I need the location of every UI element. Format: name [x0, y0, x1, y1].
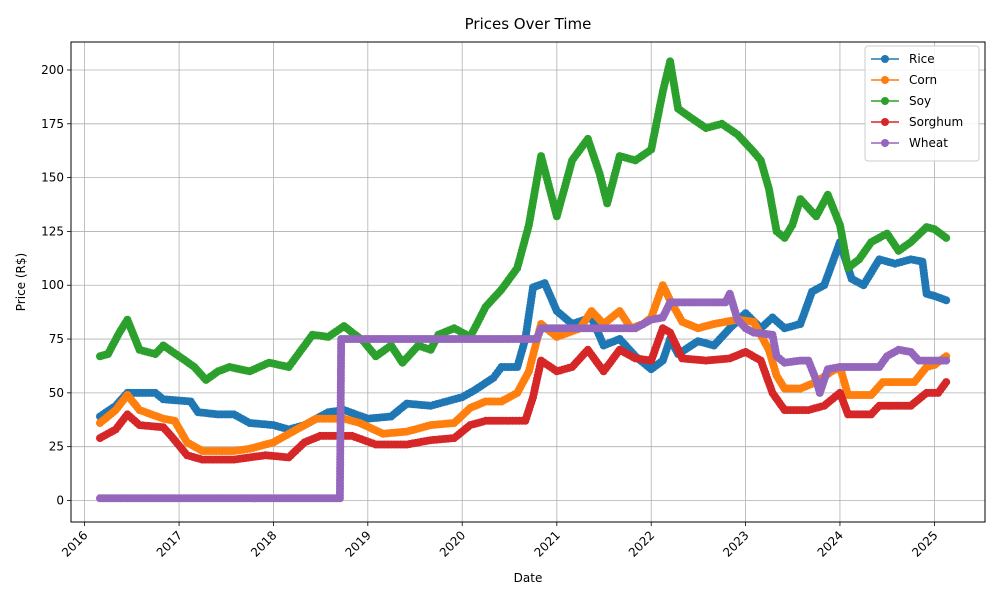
- legend-box: [864, 45, 980, 162]
- legend-label: Corn: [909, 73, 937, 87]
- y-tick-label: 125: [41, 224, 64, 238]
- legend-swatch-marker: [881, 118, 889, 126]
- legend-label: Sorghum: [909, 115, 963, 129]
- legend-swatch-marker: [881, 139, 889, 147]
- legend-label: Wheat: [909, 136, 948, 150]
- y-tick-label: 75: [49, 332, 64, 346]
- y-tick-label: 0: [56, 493, 64, 507]
- chart-title: Prices Over Time: [465, 15, 592, 33]
- legend-item-rice: Rice: [871, 52, 935, 66]
- legend-item-wheat: Wheat: [871, 136, 948, 150]
- y-tick-label: 50: [49, 386, 64, 400]
- legend-item-corn: Corn: [871, 73, 937, 87]
- y-tick-label: 175: [41, 117, 64, 131]
- legend-swatch-marker: [881, 97, 889, 105]
- series-sorghum: [96, 324, 951, 464]
- series-layer: [96, 57, 951, 503]
- y-tick-label: 150: [41, 171, 64, 185]
- data-point: [942, 296, 951, 305]
- legend-label: Soy: [909, 94, 931, 108]
- legend-item-soy: Soy: [871, 94, 931, 108]
- x-axis-label: Date: [514, 571, 543, 585]
- legend-swatch-marker: [881, 55, 889, 63]
- y-tick-label: 200: [41, 63, 64, 77]
- series-wheat: [96, 289, 951, 503]
- data-point: [942, 233, 951, 242]
- legend-label: Rice: [909, 52, 935, 66]
- y-axis-label: Price (R$): [14, 253, 28, 311]
- y-axis: 0 25 50 75 100 125 150 175 200: [41, 63, 71, 507]
- y-tick-label: 100: [41, 278, 64, 292]
- plot-area-frame: [70, 41, 986, 523]
- legend-swatch-marker: [881, 76, 889, 84]
- series-soy: [96, 57, 951, 384]
- data-point: [942, 356, 951, 365]
- y-tick-label: 25: [49, 440, 64, 454]
- data-point: [942, 378, 951, 387]
- legend: Rice Corn Soy Sorghum Wheat: [864, 45, 980, 162]
- legend-item-sorghum: Sorghum: [871, 115, 963, 129]
